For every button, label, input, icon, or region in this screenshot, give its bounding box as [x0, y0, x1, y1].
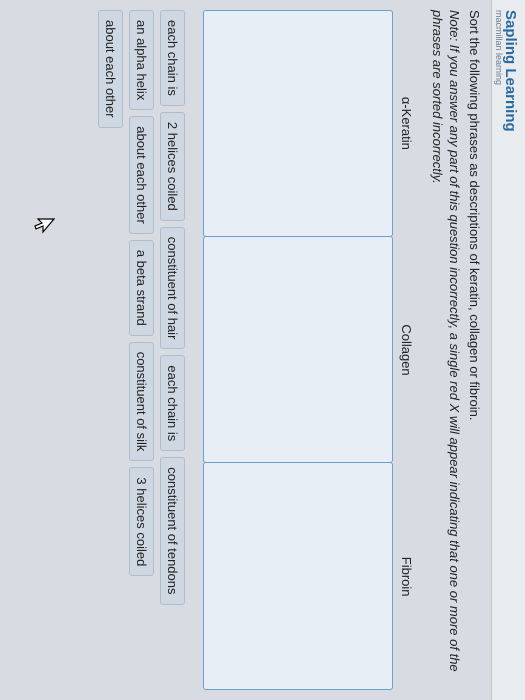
page: Sapling Learning macmillan learning Sort…	[0, 0, 525, 700]
brand-title: Sapling Learning	[502, 10, 519, 690]
category-label-fibroin: Fibroin	[393, 463, 418, 690]
drop-box-keratin[interactable]	[203, 10, 393, 237]
drop-column-collagen: Collagen	[203, 237, 418, 464]
phrase-chip[interactable]: constituent of silk	[129, 342, 154, 462]
drop-column-keratin: α-Keratin	[203, 10, 418, 237]
viewport: Sapling Learning macmillan learning Sort…	[0, 0, 525, 700]
category-label-keratin: α-Keratin	[393, 10, 418, 237]
header-bar: Sapling Learning macmillan learning	[491, 0, 525, 700]
phrase-chip[interactable]: an alpha helix	[129, 10, 154, 110]
phrase-bank: each chain is 2 helices coiled constitue…	[98, 10, 185, 690]
drop-target-row: α-Keratin Collagen Fibroin	[203, 10, 418, 690]
phrase-chip[interactable]: 2 helices coiled	[160, 112, 185, 221]
category-label-collagen: Collagen	[393, 237, 418, 464]
drop-column-fibroin: Fibroin	[203, 463, 418, 690]
phrase-chip[interactable]: 3 helices coiled	[129, 467, 154, 576]
phrase-chip[interactable]: a beta strand	[129, 240, 154, 336]
phrase-chip[interactable]: constituent of hair	[160, 227, 185, 350]
phrase-chip[interactable]: about each other	[129, 116, 154, 234]
content-area: Sort the following phrases as descriptio…	[88, 0, 491, 700]
phrase-chip[interactable]: constituent of tendons	[160, 457, 185, 604]
phrase-chip[interactable]: each chain is	[160, 355, 185, 451]
phrase-chip[interactable]: each chain is	[160, 10, 185, 106]
drop-box-fibroin[interactable]	[203, 462, 393, 690]
instruction-text: Sort the following phrases as descriptio…	[465, 10, 483, 690]
drop-box-collagen[interactable]	[203, 236, 393, 464]
note-text: Note: If you answer any part of this que…	[428, 10, 463, 690]
phrase-chip[interactable]: about each other	[98, 10, 123, 128]
cursor-icon	[31, 218, 55, 236]
